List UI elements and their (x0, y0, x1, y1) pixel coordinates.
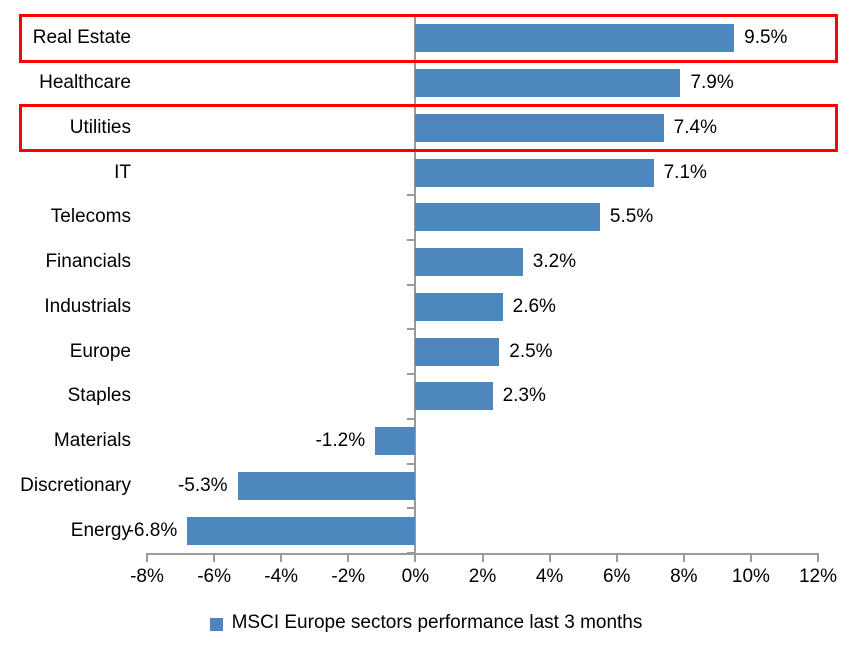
legend: MSCI Europe sectors performance last 3 m… (0, 612, 852, 634)
bar-it (415, 158, 654, 187)
y-axis-tick (407, 328, 416, 331)
category-label-energy: Energy (70, 519, 131, 541)
category-label-healthcare: Healthcare (39, 72, 131, 94)
category-label-industrials: Industrials (44, 295, 131, 317)
y-axis-tick (407, 194, 416, 196)
x-axis-tick (213, 553, 216, 562)
value-label-materials: -1.2% (315, 430, 366, 452)
bar-europe (415, 337, 500, 366)
value-label-discretionary: -5.3% (177, 474, 228, 496)
category-label-discretionary: Discretionary (20, 474, 131, 496)
value-label-healthcare: 7.9% (690, 72, 734, 94)
x-axis-tick-label: 12% (798, 566, 838, 587)
y-axis-tick (407, 283, 416, 286)
category-label-utilities: Utilities (69, 116, 131, 138)
x-axis-tick-label: 4% (535, 566, 564, 587)
x-axis-tick-label: -6% (197, 566, 231, 587)
bar-healthcare (415, 69, 681, 98)
value-label-real-estate: 9.5% (744, 27, 788, 49)
value-label-energy: -6.8% (127, 519, 178, 541)
x-axis-tick (414, 553, 417, 562)
legend-label: MSCI Europe sectors performance last 3 m… (231, 612, 643, 633)
value-label-europe: 2.5% (509, 340, 553, 362)
highlight-box-real-estate (19, 14, 838, 63)
x-axis-tick (481, 553, 484, 562)
category-label-staples: Staples (67, 385, 131, 407)
value-label-it: 7.1% (663, 161, 707, 183)
x-axis-tick (615, 553, 618, 562)
x-axis-tick (146, 553, 148, 562)
x-axis-tick (280, 553, 283, 562)
bar-financials (415, 248, 523, 277)
y-axis-tick (407, 552, 416, 554)
value-label-staples: 2.3% (502, 385, 546, 407)
category-label-financials: Financials (45, 251, 131, 273)
y-axis-tick (407, 417, 416, 420)
category-label-materials: Materials (53, 430, 131, 452)
x-axis-tick-label: -2% (331, 566, 366, 587)
x-axis-tick (749, 553, 752, 562)
bar-telecoms (415, 203, 600, 232)
highlight-box-utilities (19, 103, 838, 153)
bar-utilities (415, 113, 664, 142)
x-axis-tick (682, 553, 685, 562)
bar-energy (187, 516, 416, 545)
x-axis-tick (347, 553, 350, 562)
y-axis-tick (407, 507, 416, 510)
x-axis-tick-label: 6% (602, 566, 631, 587)
x-axis-tick (817, 553, 819, 562)
x-axis-tick-label: -4% (264, 566, 299, 587)
bar-staples (415, 382, 493, 411)
x-axis-tick-label: -8% (130, 566, 164, 587)
value-label-telecoms: 5.5% (609, 206, 654, 228)
value-label-utilities: 7.4% (673, 116, 717, 138)
category-label-real-estate: Real Estate (32, 27, 131, 49)
value-label-industrials: 2.6% (512, 295, 556, 317)
legend-marker-icon (209, 617, 223, 631)
y-axis-tick (407, 238, 416, 241)
category-label-europe: Europe (69, 340, 131, 362)
y-axis-line (414, 16, 417, 553)
bar-real-estate (415, 24, 735, 53)
value-label-financials: 3.2% (532, 251, 577, 273)
x-axis-tick-label: 0% (401, 566, 430, 587)
x-axis-tick (548, 553, 551, 562)
y-axis-tick (407, 373, 416, 375)
bar-materials (375, 427, 416, 456)
bar-discretionary (237, 471, 416, 500)
category-label-it: IT (114, 161, 131, 183)
bar-industrials (415, 292, 503, 321)
x-axis-tick-label: 2% (468, 566, 497, 587)
x-axis-tick-label: 10% (731, 566, 770, 587)
category-label-telecoms: Telecoms (50, 206, 131, 228)
y-axis-tick (407, 462, 416, 465)
x-axis-tick-label: 8% (670, 566, 698, 587)
